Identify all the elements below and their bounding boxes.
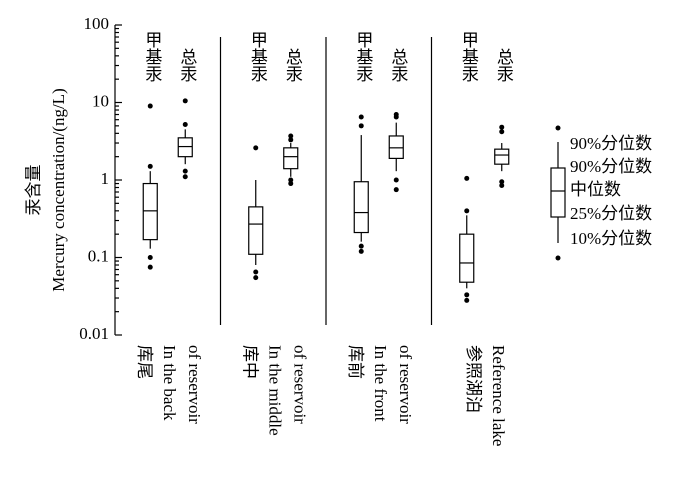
group-label: of reservoir <box>185 345 204 424</box>
outlier <box>253 145 259 151</box>
box <box>142 182 158 241</box>
outlier <box>147 103 153 109</box>
outlier <box>147 163 153 169</box>
outlier <box>499 124 505 130</box>
outlier <box>288 181 294 187</box>
series-label: 总汞 <box>494 48 514 82</box>
outlier <box>464 292 470 298</box>
group-label: of reservoir <box>396 345 415 424</box>
group-label: 库中 <box>240 345 259 379</box>
outlier <box>288 137 294 143</box>
y-tick-label: 0.1 <box>88 246 109 265</box>
box <box>353 181 369 234</box>
outlier <box>499 182 505 188</box>
outlier <box>499 179 505 185</box>
outlier <box>358 123 364 129</box>
y-axis-label: 汞含量 <box>24 165 43 216</box>
outlier <box>464 297 470 303</box>
group-label: 库前 <box>346 345 365 379</box>
box <box>248 206 264 255</box>
outlier <box>253 269 259 275</box>
outlier <box>288 133 294 139</box>
outlier <box>393 187 399 193</box>
box <box>283 147 299 170</box>
outlier <box>358 114 364 120</box>
series-label: 总汞 <box>177 48 197 82</box>
outlier <box>464 175 470 181</box>
series-label: 甲基汞 <box>248 31 268 82</box>
outlier <box>358 248 364 254</box>
outlier <box>358 243 364 249</box>
box <box>177 137 193 158</box>
legend-label: 25%分位数 <box>570 204 652 223</box>
box <box>459 233 475 283</box>
outlier <box>147 264 153 270</box>
legend-outlier <box>555 125 561 131</box>
outlier <box>182 174 188 180</box>
box <box>388 135 404 159</box>
outlier <box>147 255 153 260</box>
series-label: 总汞 <box>283 48 303 82</box>
group-label: In the back <box>160 345 179 421</box>
group-label: Reference lake <box>489 345 508 446</box>
outlier <box>464 208 470 214</box>
series-label: 总汞 <box>388 48 408 82</box>
outlier <box>393 114 399 120</box>
y-tick-label: 0.01 <box>79 324 109 343</box>
outlier <box>182 98 188 104</box>
legend: 90%分位数 90%分位数 中位数 25%分位数 10%分位数 <box>550 125 652 261</box>
y-tick-label: 1 <box>101 169 110 188</box>
outlier <box>182 168 188 174</box>
outlier <box>499 129 505 135</box>
legend-box <box>550 167 566 218</box>
group-label: 库尾 <box>135 345 154 379</box>
group-label: 参照湖泊 <box>464 345 483 413</box>
y-tick-label: 100 <box>84 14 110 33</box>
y-tick-label: 10 <box>92 91 109 110</box>
box <box>494 148 510 165</box>
group-label: In the middle <box>265 345 284 436</box>
series-label: 甲基汞 <box>142 31 162 82</box>
outlier <box>253 275 259 281</box>
outlier <box>393 177 399 183</box>
legend-label: 中位数 <box>570 180 621 199</box>
group-label: of reservoir <box>290 345 309 424</box>
outlier <box>182 122 188 128</box>
series-label: 甲基汞 <box>459 31 479 82</box>
y-axis-label: Mercury concentration/(ng/L) <box>49 88 68 291</box>
series-label: 甲基汞 <box>353 31 373 82</box>
legend-label: 10%分位数 <box>570 229 652 248</box>
legend-label: 90%分位数 <box>570 134 652 153</box>
legend-label: 90%分位数 <box>570 157 652 176</box>
legend-outlier <box>555 255 561 261</box>
outlier <box>288 177 294 183</box>
group-label: In the front <box>371 345 390 422</box>
